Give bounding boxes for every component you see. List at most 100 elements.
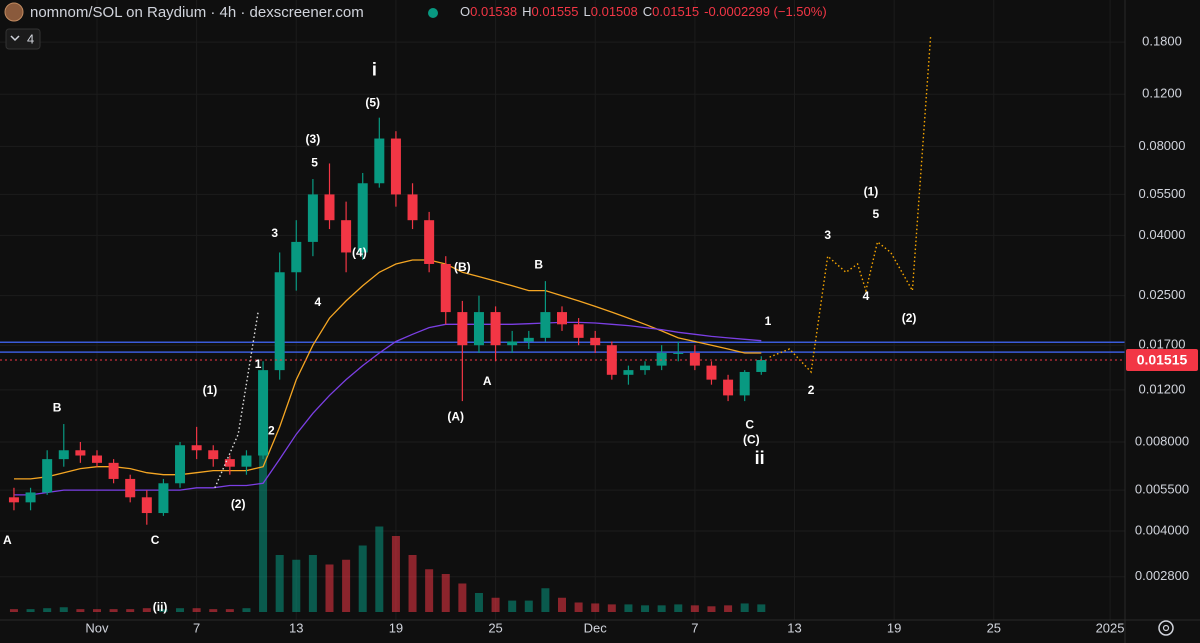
candle-body — [274, 272, 285, 371]
candle-body — [640, 365, 651, 371]
volume-bar — [225, 609, 234, 612]
volume-bar — [574, 602, 583, 612]
chart-title: nomnom/SOL on Raydium · 4h · dexscreener… — [30, 4, 364, 21]
y-tick-label: 0.1200 — [1142, 86, 1182, 101]
candle-body — [25, 492, 36, 503]
candle-body — [141, 497, 152, 514]
volume-bar — [109, 609, 118, 612]
moving-average — [14, 259, 762, 480]
wave-label: (B) — [454, 260, 471, 274]
candle-body — [507, 341, 518, 346]
wave-label: (A) — [447, 409, 464, 423]
token-icon — [4, 2, 24, 22]
ohlc-value: 0.01515 — [652, 4, 699, 19]
x-tick-label: 7 — [193, 620, 200, 635]
settings-icon — [1158, 620, 1174, 636]
candle-body — [8, 497, 19, 503]
ohlc-label: C — [643, 4, 652, 19]
y-tick-label: 0.02500 — [1139, 287, 1186, 302]
wave-label: 4 — [863, 289, 870, 303]
wave-label: 3 — [271, 226, 278, 240]
wave-label: A — [3, 533, 12, 547]
ohlc-label: L — [584, 4, 591, 19]
volume-bar — [607, 604, 616, 612]
volume-bar — [209, 609, 218, 612]
candle-body — [473, 312, 484, 346]
volume-bar — [342, 559, 351, 612]
wave-label: (3) — [306, 132, 321, 146]
candle-body — [108, 462, 119, 479]
candle-body — [125, 478, 136, 498]
candle-body — [540, 312, 551, 338]
projection-path — [769, 35, 932, 374]
wave-label: (5) — [365, 95, 380, 109]
candle-body — [258, 370, 269, 456]
change-value: -0.0002299 (−1.50%) — [704, 4, 827, 19]
volume-bar — [242, 608, 251, 612]
volume-bar — [9, 609, 18, 612]
candle-body — [590, 337, 601, 346]
volume-bar — [707, 606, 716, 612]
volume-bar — [674, 604, 683, 612]
volume-bar — [408, 555, 417, 612]
x-tick-label: 19 — [887, 620, 901, 635]
candle-body — [58, 450, 69, 460]
volume-bar — [259, 441, 268, 612]
volume-bar — [524, 600, 533, 612]
candle-body — [689, 352, 700, 366]
candle-body — [407, 194, 418, 221]
wave-label: 2 — [808, 383, 815, 397]
candle-body — [557, 312, 568, 325]
candle-body — [656, 352, 667, 366]
y-tick-label: 0.002800 — [1135, 568, 1189, 583]
volume-bar — [641, 605, 650, 612]
candle-body — [490, 312, 501, 346]
wave-label: B — [53, 400, 62, 414]
volume-bar — [491, 597, 500, 612]
wave-label: i — [372, 60, 377, 80]
volume-bar — [76, 609, 85, 612]
y-tick-label: 0.04000 — [1139, 227, 1186, 242]
x-tick-label: 2025 — [1096, 620, 1125, 635]
candle-body — [291, 241, 302, 273]
wave-label: (1) — [203, 383, 218, 397]
volume-bar — [59, 607, 68, 612]
wave-label: (2) — [902, 311, 917, 325]
candle-body — [440, 263, 451, 313]
y-tick-label: 0.01200 — [1139, 381, 1186, 396]
indicator-toggle[interactable] — [5, 28, 41, 50]
candle-body — [42, 459, 53, 493]
candle-body — [208, 450, 219, 460]
wave-label: (ii) — [153, 600, 168, 614]
last-price-label: 0.01515 — [1137, 352, 1188, 368]
candle-body — [341, 220, 352, 253]
candle-body — [390, 138, 401, 195]
volume-bar — [624, 604, 633, 612]
y-tick-label: 0.008000 — [1135, 433, 1189, 448]
y-tick-label: 0.004000 — [1135, 522, 1189, 537]
ohlc-label: H — [522, 4, 531, 19]
wave-label: ii — [755, 448, 765, 468]
x-tick-label: Nov — [85, 620, 109, 635]
candle-body — [224, 459, 235, 467]
axes: 0.002800 0.004000 0.005500 0.008000 0.01200 0… — [85, 34, 1198, 635]
candle-body — [723, 379, 734, 396]
y-tick-label: 0.005500 — [1135, 482, 1189, 497]
x-tick-label: 13 — [787, 620, 801, 635]
volume-bar — [391, 536, 400, 612]
settings-button[interactable] — [1158, 620, 1174, 636]
volume-bar — [508, 600, 517, 612]
candle-body — [706, 365, 717, 380]
chevron-icon — [10, 35, 20, 42]
projection-path — [214, 311, 259, 489]
candle-body — [175, 445, 186, 484]
candle-body — [573, 324, 584, 338]
volume-bar — [458, 583, 467, 612]
candle-body — [756, 359, 767, 372]
volume-bar — [591, 603, 600, 612]
volume-bar — [474, 593, 483, 612]
volume-bar — [358, 545, 367, 612]
volume-bar — [142, 608, 151, 612]
